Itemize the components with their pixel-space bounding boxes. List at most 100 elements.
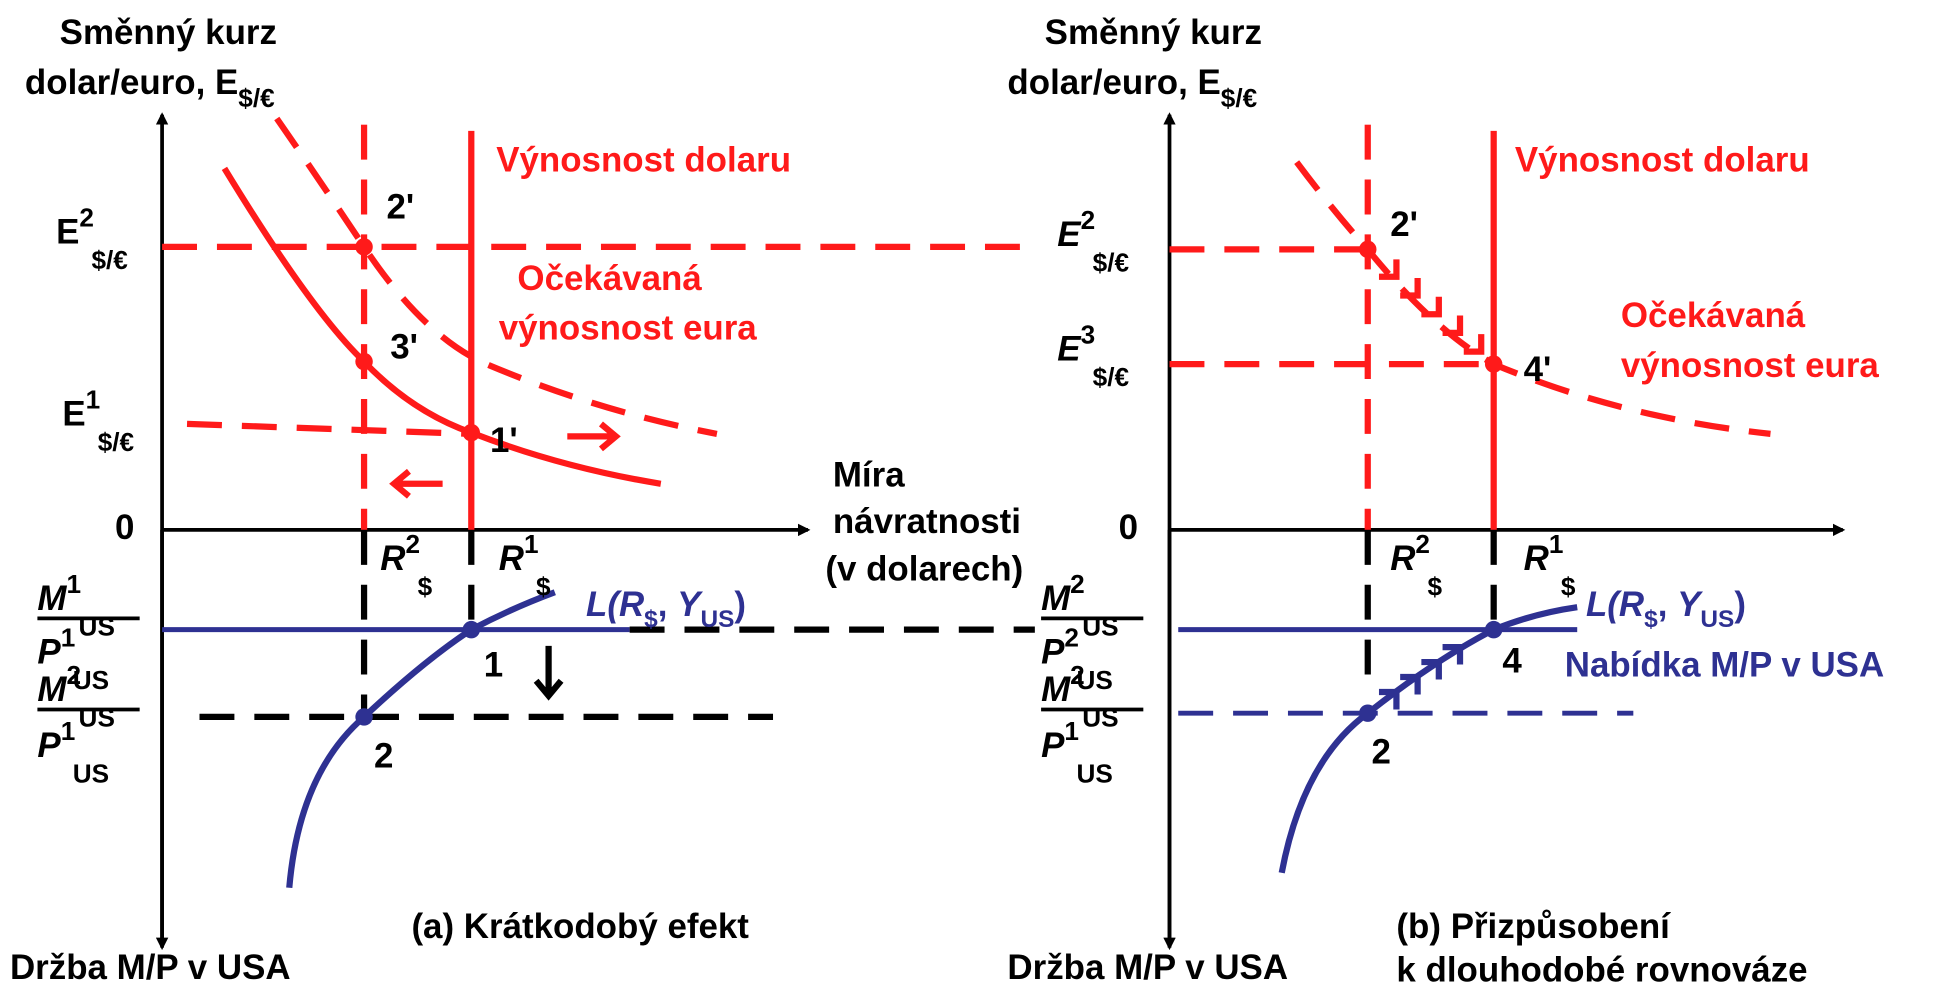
label-base: M	[1041, 670, 1071, 709]
label-sub: $/€	[238, 83, 275, 113]
label-base: M	[37, 579, 67, 618]
label: Směnný kurz	[1045, 13, 1262, 52]
label-sup: 2	[79, 202, 94, 232]
label-base: E	[1057, 330, 1082, 369]
money-demand	[1278, 604, 1578, 874]
label: E2 $/€	[56, 202, 128, 274]
label-sub: US	[700, 606, 734, 633]
label: 0	[1119, 508, 1138, 547]
label: Směnný kurz	[60, 13, 277, 52]
label-sub: US	[1082, 702, 1118, 732]
label-base: P	[37, 726, 61, 765]
label: Y	[677, 585, 703, 624]
label-sub: US	[73, 758, 109, 788]
adjust-arrow	[1400, 673, 1421, 695]
label: M1 US	[37, 569, 115, 641]
arrow	[389, 468, 443, 499]
point	[462, 423, 481, 442]
label-sub: $/€	[91, 245, 128, 275]
label-sup: 2	[1064, 623, 1079, 653]
label: R2 $	[1390, 529, 1442, 601]
label: ,	[658, 585, 677, 624]
label: E3 $/€	[1057, 320, 1129, 392]
label: návratnosti	[833, 502, 1021, 541]
label-base: E	[62, 395, 85, 434]
label-sub: $	[1427, 571, 1442, 601]
point	[1359, 704, 1377, 722]
demand-label: L(R$, YUS)	[1586, 585, 1746, 633]
label: 4'	[1524, 350, 1552, 389]
label: R2 $	[380, 529, 432, 601]
point	[1484, 355, 1503, 373]
label: ,	[1658, 585, 1677, 624]
label-base: R	[499, 539, 524, 578]
label-sub: US	[1082, 611, 1118, 641]
label-base: dolar/euro, E	[25, 63, 238, 102]
label-sup: 1	[66, 569, 81, 599]
label: 2	[374, 736, 393, 775]
money-demand	[286, 589, 556, 889]
demand-label: L(R$, YUS)	[586, 585, 746, 633]
label: Výnosnost dolaru	[1515, 140, 1810, 179]
label: E2 $/€	[1057, 205, 1129, 277]
label-sup: 2	[66, 660, 81, 690]
label: (b) Přizpůsobení	[1396, 907, 1671, 946]
euro-return-new	[274, 116, 718, 437]
label-sub: $/€	[1093, 247, 1130, 277]
label-sub: US	[1076, 758, 1112, 788]
label-sup: 3	[1081, 320, 1096, 350]
label-base: R	[1390, 539, 1415, 578]
label-sup: 2	[1081, 205, 1096, 235]
label: k dlouhodobé rovnováze	[1396, 951, 1807, 985]
adjust-arrow	[1421, 296, 1442, 318]
label: 2'	[387, 188, 415, 227]
label-base: P	[37, 633, 61, 672]
label-base: M	[37, 670, 67, 709]
label: 1	[484, 645, 503, 684]
label: M2 US	[1041, 660, 1119, 732]
label-sub: US	[1700, 606, 1734, 633]
adjust-arrow	[1463, 334, 1485, 355]
label-sub: $	[418, 571, 433, 601]
point	[1484, 620, 1503, 639]
label-sub: US	[1076, 665, 1112, 695]
label: (a) Krátkodobý efekt	[411, 907, 749, 946]
label-sub: $	[644, 606, 658, 633]
adjust-arrow	[1378, 259, 1400, 280]
label-sup: 2	[1070, 569, 1085, 599]
point	[355, 352, 373, 371]
label-sup: 2	[405, 529, 420, 559]
label: 1'	[490, 421, 518, 460]
label-sub: US	[73, 665, 109, 695]
label-base: R	[1524, 539, 1549, 578]
label: Držba M/P v USA	[1007, 948, 1288, 985]
label: 4	[1502, 642, 1522, 681]
label-sup: 1	[1549, 529, 1564, 559]
adjust-arrow	[1400, 278, 1421, 299]
label: Očekávaná	[1621, 296, 1806, 335]
arrow	[567, 421, 621, 452]
label: 2'	[1390, 205, 1418, 244]
label-base: E	[56, 213, 79, 252]
label: R	[1619, 585, 1644, 624]
arrow	[533, 645, 564, 701]
label-sub: $/€	[1093, 362, 1130, 392]
adjust-arrow	[1421, 658, 1442, 680]
label: Nabídka M/P v USA	[1565, 645, 1884, 684]
label: P1 US	[37, 716, 109, 788]
label: Míra	[833, 456, 905, 495]
label: L(	[586, 585, 622, 624]
adjust-arrow	[1378, 688, 1400, 710]
label-base: E	[1057, 215, 1082, 254]
label: (v dolarech)	[825, 549, 1023, 588]
label: L(	[1586, 585, 1622, 624]
label: výnosnost eura	[499, 309, 758, 348]
label: P2 US	[1041, 623, 1113, 695]
label-sup: 2	[1070, 660, 1085, 690]
rate-line	[186, 420, 472, 438]
label: R1 $	[1524, 529, 1576, 601]
label-sub: $	[1561, 571, 1576, 601]
label: dolar/euro, E$/€	[1007, 63, 1257, 113]
adjust-arrow	[1442, 643, 1464, 665]
